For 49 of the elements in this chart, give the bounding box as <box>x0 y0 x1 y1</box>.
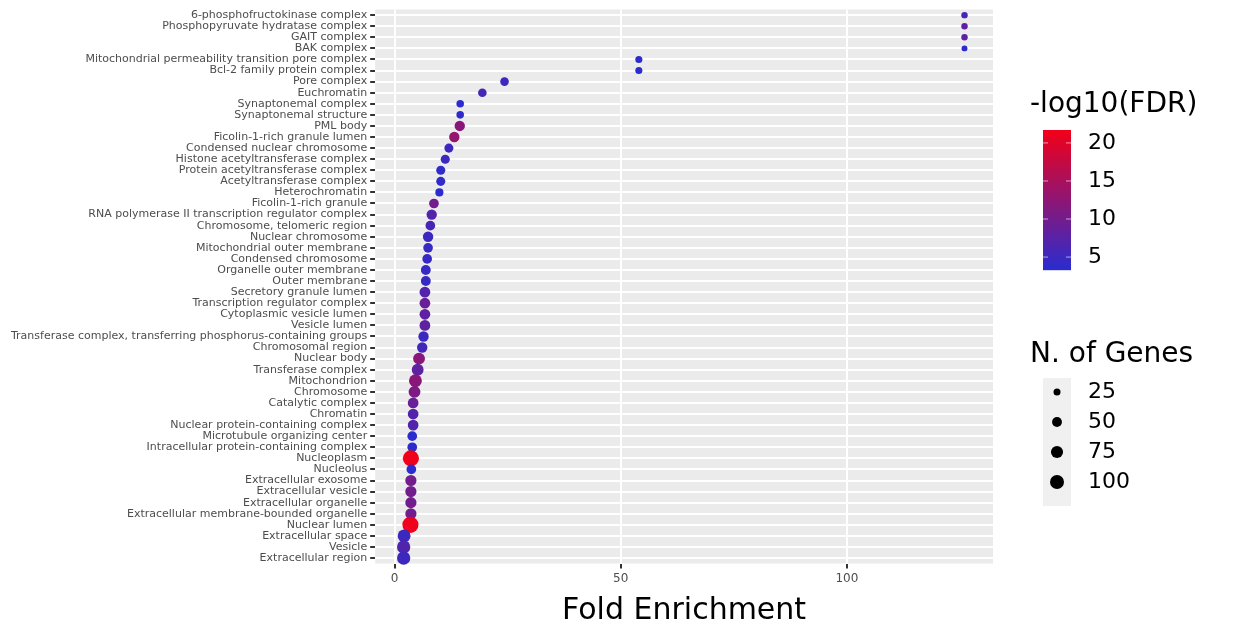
y-tick-label: 6-phosphofructokinase complex <box>190 8 368 21</box>
legend-label: 75 <box>1088 437 1116 463</box>
y-tick-label: Mitochondrial permeability transition pore complex <box>85 52 368 66</box>
x-axis-title: Fold Enrichment <box>562 590 807 626</box>
y-tick-label: Pore complex <box>293 74 368 88</box>
y-tick-label: Nuclear protein-containing complex <box>170 417 368 431</box>
y-tick-label: Extracellular region <box>259 550 368 564</box>
y-tick-label: Nuclear body <box>294 351 368 365</box>
y-tick-label: Ficolin-1-rich granule <box>251 196 368 210</box>
y-tick-label: Nucleolus <box>313 462 368 476</box>
y-tick-label: Secretory granule lumen <box>230 285 368 298</box>
legend-label: 25 <box>1088 377 1116 403</box>
y-tick-label: Synaptonemal complex <box>237 96 368 110</box>
legend-title: N. of Genes <box>1030 336 1194 370</box>
y-tick-label: Mitochondrion <box>288 373 368 387</box>
color-bar-label: 5 <box>1088 242 1102 268</box>
legend-label: 100 <box>1088 467 1130 493</box>
y-tick-label: Extracellular organelle <box>243 495 368 509</box>
y-tick-label: Vesicle lumen <box>291 318 368 332</box>
y-tick-label: Euchromatin <box>297 85 368 99</box>
y-tick-label: Catalytic complex <box>268 395 368 409</box>
legend-label: 50 <box>1088 407 1116 433</box>
x-tick-label: 50 <box>613 570 629 585</box>
x-tick-label: 0 <box>390 570 399 585</box>
x-tick-label: 100 <box>835 570 859 585</box>
y-tick-label: RNA polymerase II transcription regulator complex <box>88 207 368 221</box>
y-tick-label: Ficolin-1-rich granule lumen <box>213 129 368 143</box>
y-tick-label: Chromosome, telomeric region <box>196 218 368 232</box>
y-tick-label: Extracellular space <box>262 528 368 542</box>
y-tick-label: Bcl-2 family protein complex <box>209 63 368 77</box>
color-bar-title: -log10(FDR) <box>1030 86 1198 120</box>
y-tick-label: Nuclear chromosome <box>249 229 368 243</box>
y-tick-label: Mitochondrial outer membrane <box>196 240 368 254</box>
y-tick-label: PML body <box>314 118 368 132</box>
y-tick-label: Chromosomal region <box>252 340 368 354</box>
y-tick-label: Transferase complex, transferring phosphorus-containing groups <box>9 329 368 343</box>
y-tick-label: Transferase complex <box>252 362 368 376</box>
y-tick-label: Extracellular vesicle <box>256 484 368 498</box>
y-tick-label: Heterochromatin <box>274 185 368 199</box>
y-tick-label: Chromosome <box>294 384 368 398</box>
y-tick-label: Condensed chromosome <box>230 251 368 265</box>
color-bar-label: 10 <box>1088 204 1116 230</box>
y-tick-label: Outer membrane <box>272 273 368 287</box>
color-bar-label: 15 <box>1088 166 1116 192</box>
y-tick-label: Extracellular exosome <box>244 473 368 487</box>
y-tick-label: Organelle outer membrane <box>217 262 368 276</box>
y-tick-label: Synaptonemal structure <box>234 107 368 121</box>
color-bar-label: 20 <box>1088 128 1116 154</box>
y-tick-label: Extracellular membrane-bounded organelle <box>126 506 368 520</box>
